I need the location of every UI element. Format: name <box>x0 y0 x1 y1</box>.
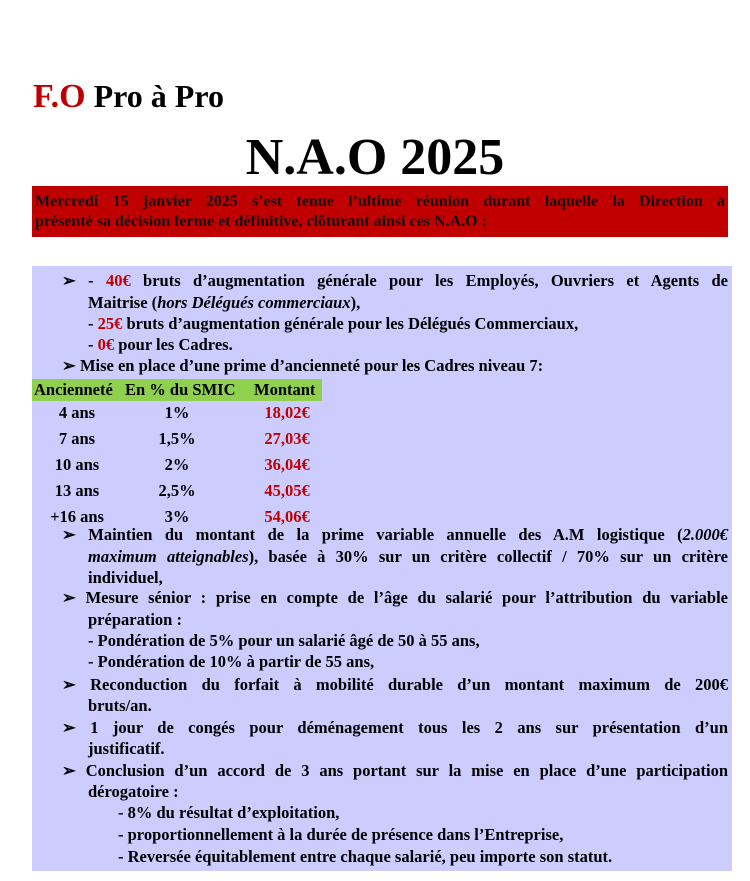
bullet-line: ➢ Mesure sénior : prise en compte de l’â… <box>62 588 729 607</box>
banner-line: présenté sa décision ferme et définitive… <box>35 213 487 230</box>
logo-text: Pro à Pro <box>93 78 224 114</box>
intro-banner: Mercredi 15 janvier 2025 s’est tenue l’u… <box>32 186 728 237</box>
text-line: - 8% du résultat d’exploitation, <box>118 803 340 822</box>
page-title: N.A.O 2025 <box>245 129 505 186</box>
table-cell: 1% <box>164 403 190 422</box>
text-line: - 0€ pour les Cadres. <box>88 335 233 354</box>
bullet-line: ➢ 1 jour de congés pour déménagement tou… <box>62 718 728 737</box>
table-cell: 54,06€ <box>264 507 310 526</box>
text-line: bruts/an. <box>88 696 152 715</box>
banner-line: Mercredi 15 janvier 2025 s’est tenue l’u… <box>35 193 725 210</box>
table-cell: 3% <box>164 507 190 526</box>
text-line: maximum atteignables), basée à 30% sur u… <box>88 547 728 566</box>
text-line: - Reversée équitablement entre chaque sa… <box>118 847 613 866</box>
bullet-icon: ➢ <box>62 356 76 375</box>
bullet-line: ➢ - 40€ bruts d’augmentation générale po… <box>62 271 729 290</box>
table-cell: 18,02€ <box>264 403 310 422</box>
bullet-line: ➢ Reconduction du forfait à mobilité dur… <box>62 675 729 694</box>
text-line: Maitrise (hors Délégués commerciaux), <box>88 293 361 312</box>
table-cell: 2,5% <box>158 481 196 500</box>
text-line: - 25€ bruts d’augmentation générale pour… <box>88 314 579 333</box>
table-cell: 2% <box>164 455 190 474</box>
table-cell: 7 ans <box>58 429 96 448</box>
text-line: préparation : <box>88 610 182 629</box>
table-cell: 45,05€ <box>264 481 310 500</box>
table-cell: 1,5% <box>158 429 196 448</box>
text-line: - proportionnellement à la durée de prés… <box>118 825 564 844</box>
content-box: ➢ - 40€ bruts d’augmentation générale po… <box>32 266 732 871</box>
text-line: - Pondération de 5% pour un salarié âgé … <box>88 631 480 650</box>
bullet-icon: ➢ <box>62 271 76 290</box>
text-line: dérogatoire : <box>88 782 179 801</box>
text-line: - Pondération de 10% à partir de 55 ans, <box>88 652 375 671</box>
bullet-line: ➢ Conclusion d’un accord de 3 ans portan… <box>62 761 729 780</box>
table-cell: +16 ans <box>50 507 104 526</box>
table-cell: 10 ans <box>54 455 100 474</box>
bullet-line: ➢ Maintien du montant de la prime variab… <box>62 525 728 544</box>
table-cell: 13 ans <box>54 481 100 500</box>
table-header: Ancienneté En % du SMIC Montant <box>32 379 322 401</box>
logo: F.O Pro à Pro <box>33 78 224 116</box>
text-line: individuel, <box>88 568 163 587</box>
bullet-line: ➢ Mise en place d’une prime d’ancienneté… <box>62 356 544 375</box>
text-line: justificatif. <box>88 739 165 758</box>
table-cell: 4 ans <box>58 403 96 422</box>
logo-fo: F.O <box>33 78 86 115</box>
table-cell: 27,03€ <box>264 429 310 448</box>
table-cell: 36,04€ <box>264 455 310 474</box>
